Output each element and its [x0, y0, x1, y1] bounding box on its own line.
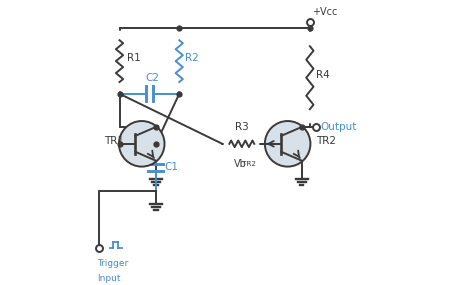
Text: R4: R4: [316, 70, 330, 80]
Text: Input: Input: [97, 274, 121, 283]
Text: +Vcc: +Vcc: [312, 7, 337, 17]
Text: R1: R1: [127, 53, 141, 63]
Circle shape: [119, 121, 164, 167]
Text: Vb: Vb: [233, 159, 246, 169]
Text: TR2: TR2: [242, 161, 256, 167]
Text: R3: R3: [235, 122, 249, 132]
Text: TR2: TR2: [316, 136, 336, 146]
Text: C2: C2: [145, 73, 159, 83]
Circle shape: [265, 121, 310, 167]
Text: Trigger: Trigger: [97, 259, 129, 268]
Text: TR1: TR1: [104, 136, 124, 146]
Text: C1: C1: [165, 162, 179, 172]
Text: R2: R2: [185, 53, 199, 63]
Text: Output: Output: [320, 122, 357, 132]
